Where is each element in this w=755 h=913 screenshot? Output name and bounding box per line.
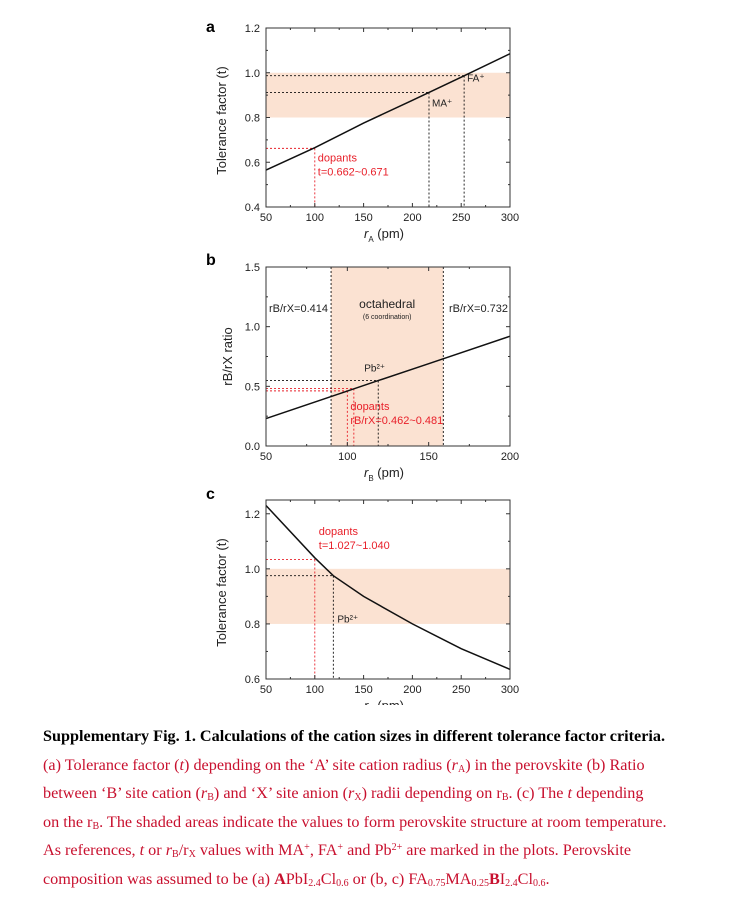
dopant-annotation-line2: t=1.027~1.040 bbox=[319, 540, 390, 552]
panel-letter: a bbox=[206, 19, 215, 36]
y-tick-label: 0.0 bbox=[245, 441, 260, 453]
y-tick-label: 1.0 bbox=[245, 68, 260, 80]
y-tick-label: 0.6 bbox=[245, 157, 260, 169]
x-tick-label: 150 bbox=[354, 684, 372, 696]
caption-line-1: (a) Tolerance factor (t) depending on th… bbox=[43, 755, 645, 775]
y-tick-label: 1.2 bbox=[245, 509, 260, 521]
shaded-region bbox=[331, 267, 444, 446]
x-tick-label: 150 bbox=[354, 212, 372, 224]
y-tick-label: 1.0 bbox=[245, 564, 260, 576]
y-tick-label: 0.8 bbox=[245, 113, 260, 125]
reference-marker-label: Pb²⁺ bbox=[364, 364, 385, 375]
y-tick-label: 1.5 bbox=[245, 262, 260, 274]
dopant-annotation-line1: dopants bbox=[318, 152, 358, 164]
region-label-title: octahedral bbox=[359, 297, 415, 311]
y-tick-label: 0.5 bbox=[245, 381, 260, 393]
y-tick-label: 0.8 bbox=[245, 619, 260, 631]
x-tick-label: 50 bbox=[260, 212, 272, 224]
panel-a: 50 100 150 200 250 300 0.4 0.6 0.8 1.0 1.2 a rA (pm)… bbox=[206, 19, 519, 244]
caption-title: Supplementary Fig. 1. Calculations of th… bbox=[43, 727, 666, 745]
x-tick-label: 300 bbox=[501, 684, 519, 696]
dopant-annotation-line1: dopants bbox=[319, 526, 359, 538]
reference-marker-label: MA⁺ bbox=[432, 98, 452, 109]
y-tick-label: 0.6 bbox=[245, 674, 260, 686]
caption-line-4: As references, t or rB/rX values with MA… bbox=[43, 841, 632, 861]
x-axis-label: rA (pm) bbox=[364, 226, 404, 244]
x-tick-label: 50 bbox=[260, 451, 272, 463]
figure-panels: 50 100 150 200 250 300 0.4 0.6 0.8 1.0 1.2 a rA (pm)… bbox=[206, 19, 519, 705]
x-tick-label: 100 bbox=[306, 212, 324, 224]
y-tick-label: 1.0 bbox=[245, 322, 260, 334]
boundary-label-right: rB/rX=0.732 bbox=[449, 303, 508, 315]
caption-line-2: between ‘B’ site cation (rB) and ‘X’ sit… bbox=[43, 784, 644, 804]
shaded-region bbox=[266, 72, 510, 118]
caption-line-5: composition was assumed to be (a) APbI2.… bbox=[43, 869, 550, 889]
region-label-subtitle: (6 coordination) bbox=[363, 314, 412, 321]
x-tick-label: 200 bbox=[403, 212, 421, 224]
x-axis-label: rB (pm) bbox=[364, 465, 404, 483]
x-tick-label: 250 bbox=[452, 684, 470, 696]
y-axis-label: rB/rX ratio bbox=[220, 327, 235, 386]
data-curve bbox=[265, 335, 511, 420]
panel-letter: c bbox=[206, 486, 215, 503]
x-tick-label: 100 bbox=[338, 451, 356, 463]
dopant-annotation-line1: dopants bbox=[350, 401, 390, 413]
shaded-region bbox=[266, 568, 510, 624]
caption-line-3: on the rB. The shaded areas indicate the… bbox=[43, 812, 667, 832]
x-tick-label: 300 bbox=[501, 212, 519, 224]
x-tick-label: 250 bbox=[452, 212, 470, 224]
data-curve bbox=[265, 53, 511, 171]
data-curve bbox=[265, 504, 511, 671]
panel-b: 50 100 150 200 0.0 0.5 1.0 1.5 b rB (pm) rB/rX rat… bbox=[206, 252, 519, 483]
reference-marker-label: Pb²⁺ bbox=[337, 615, 358, 626]
y-tick-label: 1.2 bbox=[245, 23, 260, 35]
figure-caption: Supplementary Fig. 1. Calculations of th… bbox=[43, 722, 743, 894]
panel-c: 50 100 150 200 250 300 0.6 0.8 1.0 1.2 c rB (pm) Tol… bbox=[206, 486, 519, 705]
y-axis-label: Tolerance factor (t) bbox=[214, 66, 229, 174]
x-tick-label: 200 bbox=[403, 684, 421, 696]
y-tick-label: 0.4 bbox=[245, 202, 260, 214]
reference-marker-label: FA⁺ bbox=[467, 74, 485, 85]
y-axis-label: Tolerance factor (t) bbox=[214, 538, 229, 646]
boundary-label-left: rB/rX=0.414 bbox=[269, 303, 328, 315]
dopant-annotation-line2: rB/rX=0.462~0.481 bbox=[350, 415, 443, 427]
x-tick-label: 150 bbox=[419, 451, 437, 463]
x-tick-label: 200 bbox=[501, 451, 519, 463]
x-axis-label: rB (pm) bbox=[364, 698, 404, 705]
x-tick-label: 50 bbox=[260, 684, 272, 696]
x-tick-label: 100 bbox=[306, 684, 324, 696]
panel-letter: b bbox=[206, 252, 216, 269]
dopant-annotation-line2: t=0.662~0.671 bbox=[318, 166, 389, 178]
